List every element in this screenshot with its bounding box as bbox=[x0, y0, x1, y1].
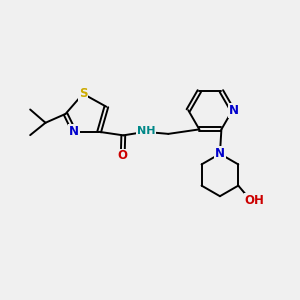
Text: O: O bbox=[118, 149, 128, 163]
Text: S: S bbox=[79, 87, 87, 100]
Text: N: N bbox=[215, 147, 225, 160]
Text: N: N bbox=[229, 104, 239, 117]
Text: NH: NH bbox=[137, 126, 155, 136]
Text: OH: OH bbox=[245, 194, 265, 207]
Text: N: N bbox=[69, 125, 79, 138]
